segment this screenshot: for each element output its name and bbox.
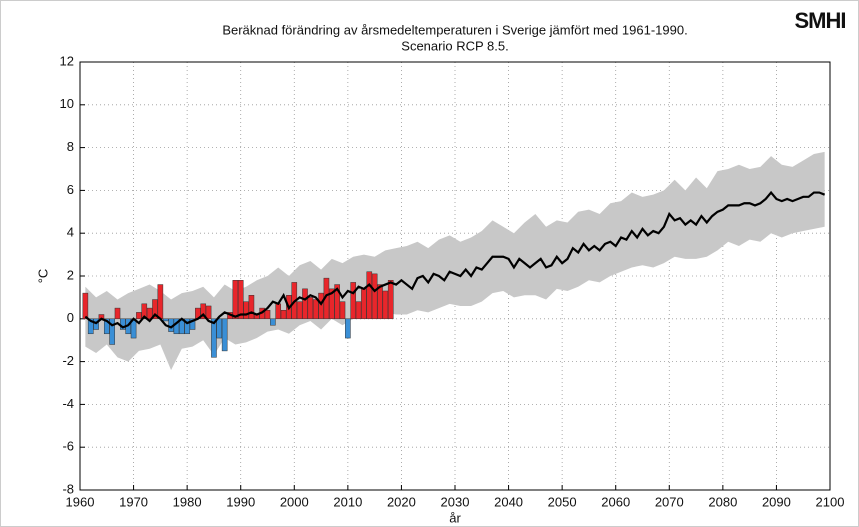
y-tick-label: -2 bbox=[62, 353, 74, 368]
bar bbox=[296, 301, 303, 320]
bar bbox=[136, 312, 142, 320]
bar bbox=[318, 292, 324, 320]
y-tick-label: 8 bbox=[67, 139, 74, 154]
x-tick-label: 2100 bbox=[816, 494, 845, 509]
line bbox=[84, 190, 826, 329]
bar bbox=[264, 309, 271, 320]
bar bbox=[157, 284, 164, 320]
x-tick-label: 2090 bbox=[762, 494, 791, 509]
bar bbox=[237, 280, 244, 320]
bar bbox=[334, 284, 340, 320]
logo: SMHI bbox=[795, 8, 846, 33]
bar bbox=[312, 299, 319, 320]
bar bbox=[162, 318, 169, 322]
x-tick-label: 2060 bbox=[601, 494, 630, 509]
x-tick-label: 2000 bbox=[280, 494, 309, 509]
y-tick-label: 10 bbox=[60, 96, 74, 111]
bar bbox=[382, 290, 389, 320]
bar bbox=[243, 301, 249, 320]
bar bbox=[339, 301, 346, 320]
bar bbox=[275, 303, 282, 320]
x-tick-label: 2050 bbox=[548, 494, 577, 509]
y-tick-label: 4 bbox=[67, 225, 74, 240]
bar bbox=[211, 318, 217, 358]
x-tick-label: 2080 bbox=[708, 494, 737, 509]
bar bbox=[216, 318, 223, 339]
chart-title: Beräknad förändring av årsmedeltemperatu… bbox=[222, 22, 687, 37]
y-tick-label: 12 bbox=[60, 53, 74, 68]
bar bbox=[221, 318, 228, 352]
bar bbox=[114, 307, 121, 320]
bar bbox=[103, 318, 110, 335]
x-tick-label: 2030 bbox=[441, 494, 470, 509]
bar bbox=[200, 303, 207, 320]
bar bbox=[366, 271, 373, 320]
y-tick-label: -4 bbox=[62, 396, 74, 411]
bar bbox=[355, 301, 362, 320]
bar bbox=[87, 318, 94, 335]
y-tick-label: -8 bbox=[62, 481, 74, 496]
bar bbox=[82, 292, 89, 320]
plot-border bbox=[79, 61, 831, 491]
x-tick-label: 2020 bbox=[387, 494, 416, 509]
bar bbox=[109, 318, 115, 345]
bar bbox=[248, 295, 255, 320]
chart-subtitle: Scenario RCP 8.5. bbox=[401, 38, 508, 53]
bar bbox=[270, 318, 276, 326]
bar bbox=[377, 284, 383, 320]
bar bbox=[205, 305, 212, 320]
bar bbox=[280, 309, 287, 320]
y-tick-label: 2 bbox=[67, 267, 74, 282]
x-tick-label: 1970 bbox=[119, 494, 148, 509]
y-tick-label: 0 bbox=[67, 310, 74, 325]
bar bbox=[307, 297, 314, 320]
bar bbox=[361, 288, 367, 320]
x-tick-label: 2070 bbox=[655, 494, 684, 509]
bar bbox=[184, 318, 190, 335]
y-tick-label: 6 bbox=[67, 182, 74, 197]
y-axis-label: °C bbox=[35, 269, 50, 284]
bar bbox=[387, 280, 394, 320]
bar bbox=[302, 288, 308, 320]
bar bbox=[141, 303, 148, 320]
bar bbox=[345, 318, 351, 339]
x-axis-label: år bbox=[449, 510, 461, 525]
bar bbox=[350, 282, 357, 320]
x-tick-label: 2040 bbox=[494, 494, 523, 509]
x-tick-label: 2010 bbox=[333, 494, 362, 509]
bar bbox=[146, 307, 153, 320]
x-tick-label: 1960 bbox=[66, 494, 95, 509]
bar bbox=[371, 273, 378, 320]
x-tick-label: 1990 bbox=[226, 494, 255, 509]
bar bbox=[232, 280, 239, 320]
bar bbox=[328, 288, 335, 320]
y-tick-label: -6 bbox=[62, 439, 74, 454]
x-tick-label: 1980 bbox=[173, 494, 202, 509]
bar bbox=[189, 318, 196, 330]
bar bbox=[152, 299, 158, 320]
